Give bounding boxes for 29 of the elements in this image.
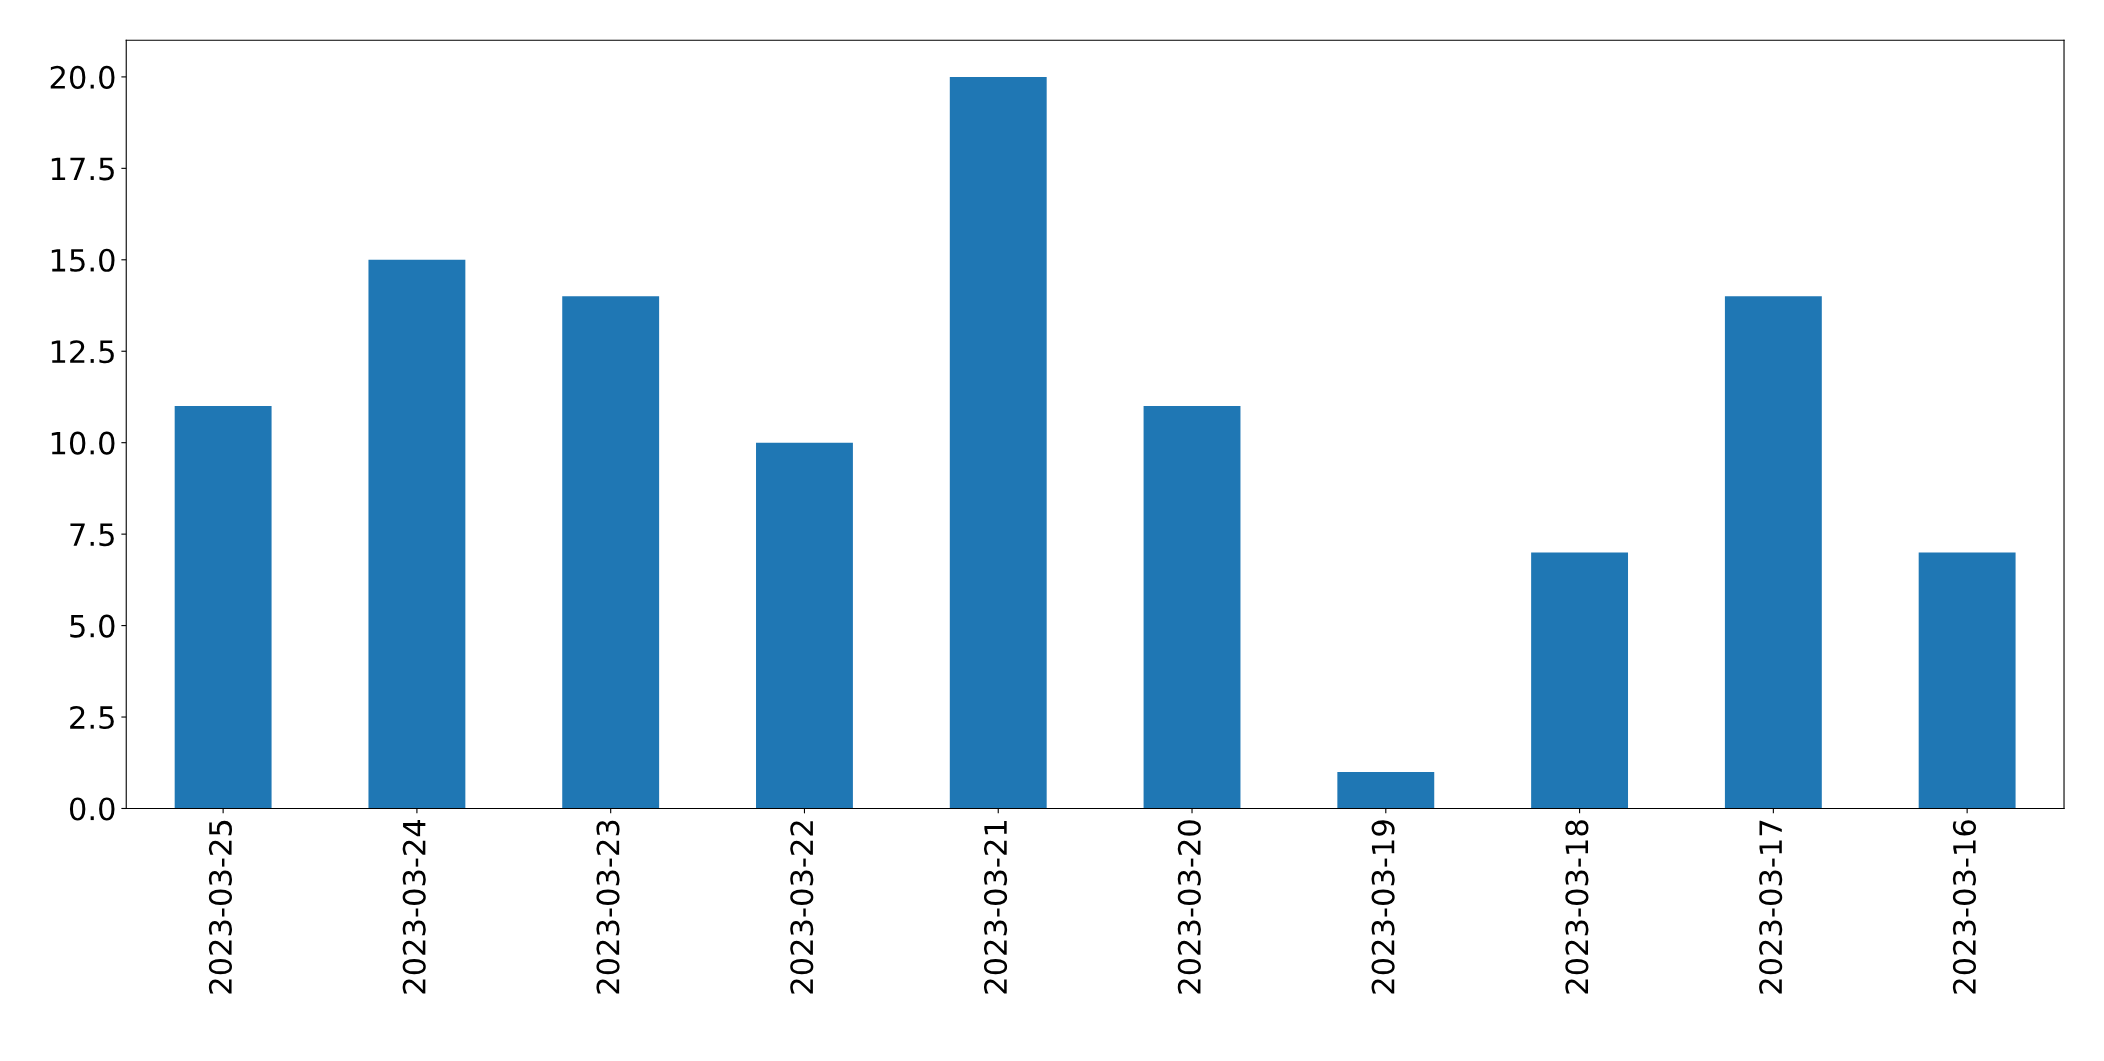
- y-tick-label: 12.5: [51, 340, 114, 364]
- y-tick-label: 15.0: [51, 248, 115, 272]
- y-tick-label: 17.5: [51, 157, 114, 181]
- y-tick-label: 2.5: [70, 705, 114, 730]
- x-tick-label: 2023-03-23: [596, 820, 620, 994]
- bar: [949, 76, 1047, 809]
- x-tick-label: 2023-03-17: [1759, 820, 1783, 994]
- x-tick-label: 2023-03-18: [1565, 820, 1589, 994]
- bar: [1918, 552, 2016, 809]
- bar: [1337, 771, 1435, 809]
- y-tick-label: 5.0: [70, 614, 115, 638]
- x-tick-label: 2023-03-24: [402, 819, 426, 994]
- bar: [1143, 406, 1241, 809]
- x-tick-label: 2023-03-21: [984, 821, 1008, 994]
- bar: [1724, 296, 1822, 809]
- x-tick-label: 2023-03-16: [1952, 820, 1976, 994]
- y-tick-label: 20.0: [50, 65, 115, 89]
- x-tick-label: 2023-03-20: [1177, 820, 1201, 994]
- bar: [174, 406, 272, 809]
- bar: [1531, 552, 1629, 809]
- y-tick-label: 7.5: [70, 523, 114, 547]
- y-tick-label: 10.0: [51, 431, 115, 455]
- bar: [368, 259, 466, 809]
- bar: [562, 296, 660, 809]
- x-tick-label: 2023-03-19: [1371, 820, 1395, 994]
- bar: [756, 442, 853, 809]
- x-tick-label: 2023-03-25: [208, 820, 232, 994]
- x-tick-label: 2023-03-22: [790, 821, 814, 994]
- y-tick-label: 0.0: [69, 797, 115, 821]
